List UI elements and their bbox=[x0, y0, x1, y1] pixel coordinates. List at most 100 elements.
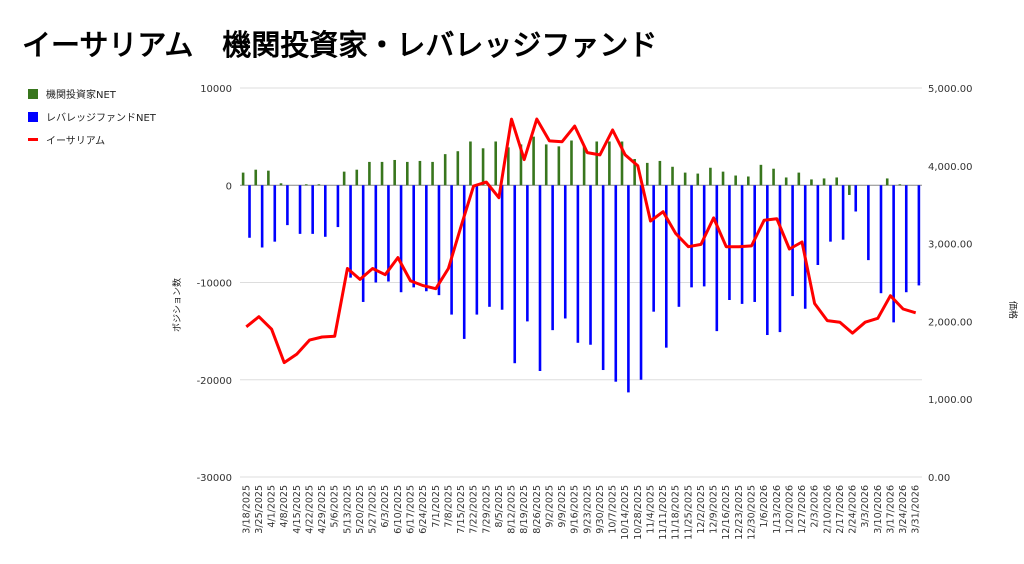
y-tick-label-left: -30000 bbox=[197, 473, 232, 484]
x-tick-label: 11/11/2025 bbox=[658, 485, 669, 540]
y-tick-label-left: -10000 bbox=[197, 279, 232, 290]
x-tick-label: 11/4/2025 bbox=[645, 485, 656, 534]
bar-leveraged bbox=[829, 185, 832, 242]
bar-leveraged bbox=[816, 185, 820, 265]
x-tick-label: 12/2/2025 bbox=[696, 485, 707, 534]
y-tick-label-right: 0.00 bbox=[928, 473, 950, 484]
bar-institutional bbox=[683, 172, 687, 186]
bar-leveraged bbox=[323, 185, 327, 237]
bar-leveraged bbox=[462, 185, 466, 339]
x-tick-label: 5/6/2025 bbox=[330, 485, 341, 528]
bar-institutional bbox=[848, 185, 851, 195]
bar-leveraged bbox=[374, 185, 378, 283]
bar-leveraged bbox=[538, 185, 542, 371]
bar-institutional bbox=[620, 141, 624, 186]
bar-leveraged bbox=[248, 185, 251, 238]
x-tick-label: 9/16/2025 bbox=[570, 485, 581, 534]
legend: 機関投資家NET レバレッジファンドNET イーサリアム bbox=[28, 82, 156, 151]
x-tick-label: 3/31/2026 bbox=[911, 485, 922, 534]
x-tick-label: 8/26/2025 bbox=[532, 485, 543, 534]
bar-institutional bbox=[835, 177, 839, 186]
x-tick-label: 5/27/2025 bbox=[368, 485, 379, 534]
bar-institutional bbox=[772, 168, 775, 186]
bar-institutional bbox=[671, 166, 674, 186]
x-tick-label: 3/24/2026 bbox=[898, 485, 909, 534]
x-tick-label: 4/1/2025 bbox=[267, 485, 278, 528]
bar-leveraged bbox=[336, 185, 340, 228]
x-tick-label: 9/23/2025 bbox=[582, 485, 593, 534]
bar-institutional bbox=[709, 167, 712, 186]
y-axis-title-left: ポジション数 bbox=[171, 278, 183, 332]
x-tick-label: 2/3/2026 bbox=[810, 485, 821, 528]
x-tick-label: 3/10/2026 bbox=[873, 485, 884, 534]
legend-swatch bbox=[28, 111, 38, 122]
y-tick-label-right: 1,000.00 bbox=[928, 395, 973, 406]
bar-institutional bbox=[393, 159, 396, 186]
bar-leveraged bbox=[791, 185, 794, 297]
x-tick-label: 6/10/2025 bbox=[393, 485, 404, 534]
x-tick-label: 7/1/2025 bbox=[431, 485, 442, 528]
bar-institutional bbox=[532, 136, 535, 186]
x-tick-label: 10/28/2025 bbox=[633, 485, 644, 540]
bar-institutional bbox=[507, 147, 510, 186]
bar-institutional bbox=[759, 164, 763, 186]
bar-leveraged bbox=[576, 185, 580, 343]
y-axis-title-right: 価格 bbox=[1007, 301, 1019, 319]
chart-title: イーサリアム 機関投資家・レバレッジファンド bbox=[22, 28, 658, 62]
bar-institutional bbox=[608, 141, 611, 186]
bar-leveraged bbox=[766, 185, 769, 336]
bar-institutional bbox=[254, 169, 258, 186]
x-tick-label: 10/7/2025 bbox=[608, 485, 619, 534]
x-tick-label: 3/17/2026 bbox=[885, 485, 896, 534]
bar-institutional bbox=[582, 146, 586, 186]
bar-leveraged bbox=[841, 185, 845, 240]
price-line bbox=[245, 117, 917, 365]
bar-leveraged bbox=[298, 185, 302, 234]
x-tick-label: 3/3/2026 bbox=[860, 485, 871, 528]
x-tick-label: 2/24/2026 bbox=[848, 485, 859, 534]
bar-institutional bbox=[481, 148, 485, 186]
x-tick-label: 3/18/2025 bbox=[241, 485, 252, 534]
bar-institutional bbox=[822, 178, 826, 186]
bar-leveraged bbox=[917, 185, 921, 286]
bar-leveraged bbox=[753, 185, 756, 302]
bar-leveraged bbox=[387, 185, 390, 282]
bar-institutional bbox=[342, 171, 346, 186]
bar-institutional bbox=[267, 170, 270, 186]
x-tick-label: 9/2/2025 bbox=[544, 485, 555, 528]
x-tick-label: 8/12/2025 bbox=[507, 485, 518, 534]
bar-institutional bbox=[494, 141, 498, 186]
bar-institutional bbox=[595, 141, 599, 186]
bar-institutional bbox=[380, 161, 384, 186]
bar-institutional bbox=[747, 176, 750, 186]
x-tick-label: 3/25/2025 bbox=[254, 485, 265, 534]
x-tick-label: 11/25/2025 bbox=[683, 485, 694, 540]
x-tick-label: 8/19/2025 bbox=[519, 485, 530, 534]
x-tick-label: 12/23/2025 bbox=[734, 485, 745, 540]
bar-leveraged bbox=[803, 185, 807, 309]
bar-leveraged bbox=[740, 185, 744, 304]
bar-leveraged bbox=[488, 185, 491, 307]
bar-institutional bbox=[810, 179, 813, 186]
x-tick-label: 1/6/2026 bbox=[759, 485, 770, 528]
bar-leveraged bbox=[677, 185, 681, 307]
bar-leveraged bbox=[450, 185, 453, 315]
bar-leveraged bbox=[892, 185, 895, 323]
y-tick-label-left: 0 bbox=[226, 181, 232, 192]
bar-institutional bbox=[304, 184, 308, 186]
bar-institutional bbox=[721, 171, 725, 186]
legend-swatch bbox=[28, 138, 38, 141]
x-tick-label: 11/18/2025 bbox=[671, 485, 682, 540]
legend-item-institutional: 機関投資家NET bbox=[28, 82, 156, 105]
bar-leveraged bbox=[551, 185, 554, 331]
bar-institutional bbox=[633, 158, 636, 186]
bar-institutional bbox=[797, 172, 801, 186]
bar-institutional bbox=[418, 160, 422, 186]
y-tick-label-right: 3,000.00 bbox=[928, 240, 973, 251]
bar-leveraged bbox=[361, 185, 365, 302]
bar-institutional bbox=[519, 144, 523, 186]
bar-leveraged bbox=[879, 185, 883, 294]
bar-leveraged bbox=[904, 185, 908, 293]
bar-leveraged bbox=[286, 185, 289, 226]
bar-institutional bbox=[443, 154, 447, 186]
